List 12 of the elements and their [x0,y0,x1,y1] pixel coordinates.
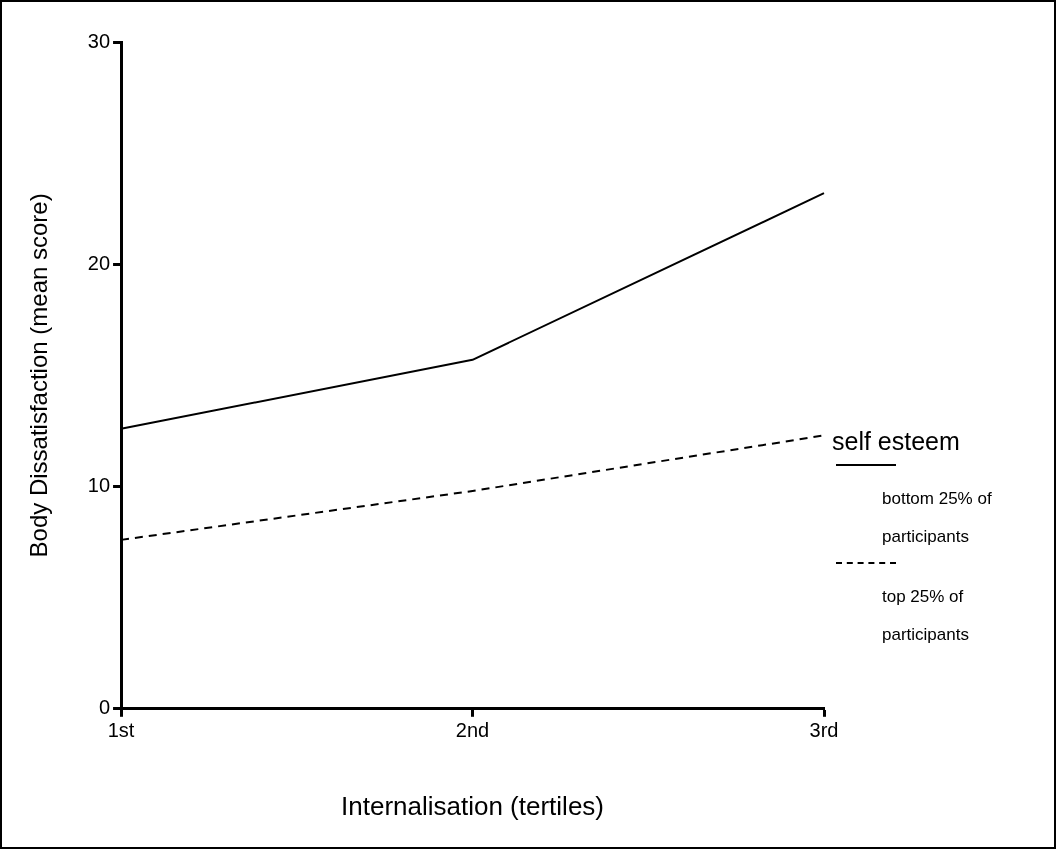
x-tick-label: 3rd [809,719,839,742]
y-tick-label: 0 [98,696,111,719]
y-axis-title: Body Dissatisfaction (mean score) [25,193,53,558]
x-tick-label: 1st [107,719,135,742]
y-tick-label: 30 [87,29,111,52]
y-tick-label: 20 [87,251,111,274]
text: bottom 25% of participants [882,488,993,548]
x-tick-label: 2nd [455,719,490,742]
legend-title: self esteem [832,427,961,456]
y-tick-label: 10 [87,474,111,497]
text: top 25% of participants [882,586,970,646]
x-axis-title: Internalisation (tertiles) [341,790,605,821]
